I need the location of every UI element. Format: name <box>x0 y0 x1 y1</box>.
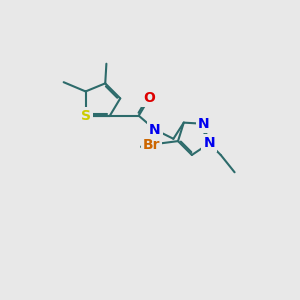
Text: N: N <box>203 136 215 150</box>
Text: O: O <box>143 92 155 105</box>
Text: N: N <box>149 123 161 136</box>
Text: S: S <box>81 109 91 123</box>
Text: Br: Br <box>143 138 160 152</box>
Text: N: N <box>198 117 209 131</box>
